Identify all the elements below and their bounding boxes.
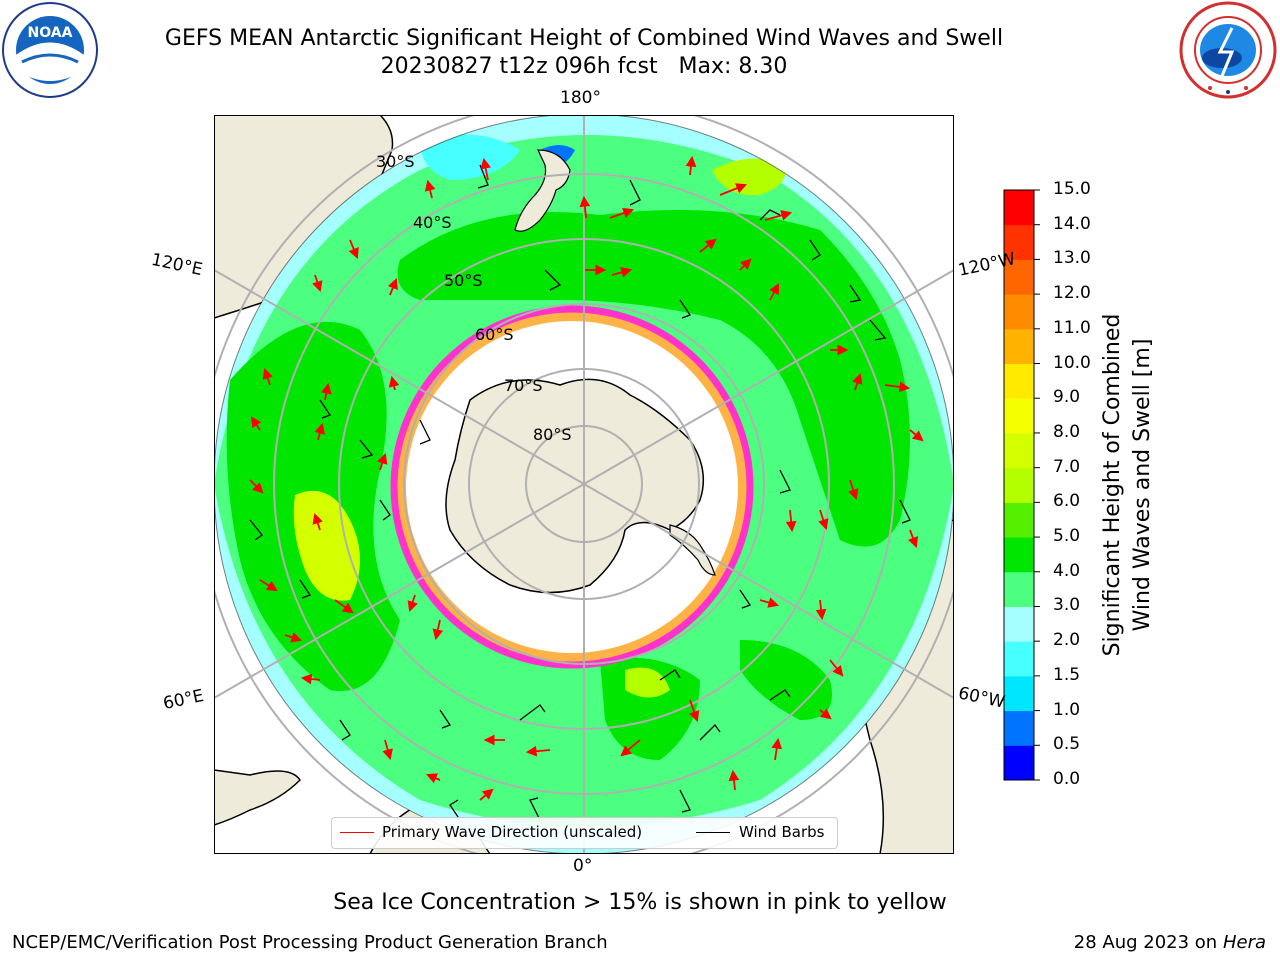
colorbar-segment <box>1004 502 1034 538</box>
colorbar-label-line-2: Wind Waves and Swell [m] <box>1130 338 1155 632</box>
footer-host: Hera <box>1222 932 1266 953</box>
colorbar-segment <box>1004 363 1034 399</box>
colorbar-segment <box>1004 259 1034 295</box>
footer-date: 28 Aug 2023 on Hera <box>1074 932 1266 953</box>
colorbar-segment <box>1004 467 1034 503</box>
wave-band-4m-sw <box>740 640 832 720</box>
sea-ice-caption: Sea Ice Concentration > 15% is shown in … <box>333 890 947 915</box>
land-antarctic-peninsula <box>669 524 716 576</box>
nws-logo <box>1179 1 1277 99</box>
colorbar-label-line-1: Significant Height of Combined <box>1100 313 1125 657</box>
map-content <box>214 115 954 854</box>
footer-branch: NCEP/EMC/Verification Post Processing Pr… <box>12 932 608 953</box>
land-africa <box>214 769 301 826</box>
colorbar-tick-label: 5.0 <box>1053 526 1081 547</box>
colorbar-tick-label: 4.0 <box>1053 560 1081 581</box>
wave-band-5m-south <box>625 667 670 698</box>
wave-direction-legend-label: Primary Wave Direction (unscaled) <box>382 823 643 841</box>
wind-barbs <box>249 164 911 821</box>
wave-band-6m-north <box>712 158 786 196</box>
map-legend: Primary Wave Direction (unscaled) Wind B… <box>331 817 838 849</box>
colorbar-segment <box>1004 190 1034 226</box>
colorbar-tick-label: 3.0 <box>1053 595 1081 616</box>
colorbar-border <box>1003 189 1035 781</box>
colorbar-label: Significant Height of Combined Wind Wave… <box>1098 275 1158 695</box>
colorbar-segment <box>1004 745 1034 781</box>
lat-label-40s: 40°S <box>413 213 452 232</box>
lat-label-30s: 30°S <box>376 152 415 171</box>
colorbar <box>1003 189 1040 781</box>
wind-barb-legend-label: Wind Barbs <box>739 823 825 841</box>
noaa-logo-text: NOAA <box>28 25 73 41</box>
lon-label-0: 0° <box>573 856 593 876</box>
colorbar-segment <box>1004 294 1034 330</box>
wave-direction-legend-line <box>340 832 374 833</box>
colorbar-tick-label: 1.5 <box>1053 664 1081 685</box>
title-line-2: 20230827 t12z 096h fcst Max: 8.30 <box>380 54 788 79</box>
colorbar-segment <box>1004 432 1034 469</box>
footer-date-text: 28 Aug 2023 on <box>1073 932 1218 953</box>
title-line-1: GEFS MEAN Antarctic Significant Height o… <box>164 26 1004 51</box>
land-antarctica <box>445 378 705 594</box>
wave-band-4m-north <box>397 210 910 547</box>
lat-label-50s: 50°S <box>444 271 483 290</box>
colorbar-tick-label: 7.0 <box>1053 456 1081 477</box>
lat-label-70s: 70°S <box>504 376 543 395</box>
colorbar-tick-label: 6.0 <box>1053 491 1081 512</box>
lat-label-80s: 80°S <box>533 425 572 444</box>
colorbar-tick-label: 2.0 <box>1053 630 1081 651</box>
colorbar-tick-label: 9.0 <box>1053 387 1081 408</box>
colorbar-segment <box>1004 398 1034 434</box>
colorbar-segment <box>1004 328 1034 365</box>
colorbar-tick-label: 12.0 <box>1053 283 1091 304</box>
colorbar-segment <box>1004 710 1034 746</box>
wind-barb-legend-line <box>696 832 730 833</box>
colorbar-tick-label: 13.0 <box>1053 248 1091 269</box>
colorbar-tick-label: 1.0 <box>1053 699 1081 720</box>
colorbar-segment <box>1004 224 1034 260</box>
lon-label-180: 180° <box>560 88 601 108</box>
colorbar-tick-label: 0.0 <box>1053 769 1081 789</box>
colorbar-tick-label: 14.0 <box>1053 213 1091 234</box>
lat-label-60s: 60°S <box>475 325 514 344</box>
wave-band-6m <box>293 490 360 601</box>
wave-arrows <box>249 155 924 801</box>
colorbar-tick-label: 15.0 <box>1053 179 1091 199</box>
land-new-zealand <box>514 149 571 232</box>
colorbar-segment <box>1004 537 1034 573</box>
graticule <box>214 115 954 854</box>
colorbar-segment <box>1004 606 1034 642</box>
colorbar-tick-label: 11.0 <box>1053 317 1091 338</box>
colorbar-tick-label: 10.0 <box>1053 352 1091 373</box>
colorbar-segment <box>1004 675 1034 712</box>
colorbar-segment <box>1004 641 1034 677</box>
wave-band-2m-ne <box>420 134 520 180</box>
colorbar-segment <box>1004 571 1034 607</box>
colorbar-tick-label: 0.5 <box>1053 734 1081 755</box>
noaa-logo: NOAA <box>2 2 98 98</box>
colorbar-tick-label: 8.0 <box>1053 421 1081 442</box>
